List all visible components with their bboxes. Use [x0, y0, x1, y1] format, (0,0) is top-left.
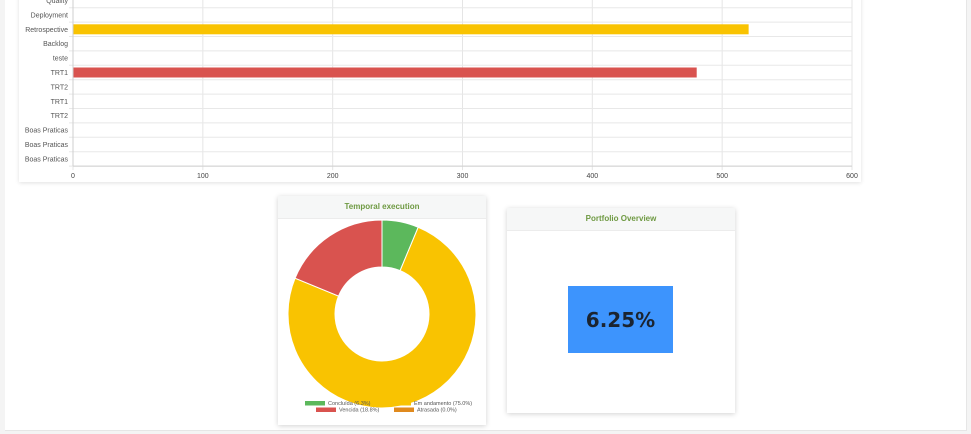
bar[interactable]	[73, 24, 749, 35]
x-tick-label: 100	[197, 173, 209, 180]
x-tick-label: 500	[716, 173, 728, 180]
category-label: TRT2	[51, 113, 68, 120]
category-label: Boas Praticas	[25, 142, 69, 149]
bar[interactable]	[73, 67, 697, 78]
category-label: Backlog	[43, 41, 68, 48]
bar-chart-card: 0 100 200 300 400 500 600 Quality Deployment Retr…	[19, 0, 861, 182]
category-label: TRT1	[51, 70, 68, 77]
portfolio-overview-title: Portfolio Overview	[507, 208, 735, 231]
category-label: Retrospective	[25, 27, 68, 34]
portfolio-overview-value: 6.25%	[568, 286, 673, 353]
category-label: Quality	[46, 0, 68, 5]
legend-swatch	[316, 407, 336, 412]
x-tick-label: 200	[327, 173, 339, 180]
donut-chart: Concluída (6.3%) Em andamento (75.0%) Venc…	[287, 219, 477, 414]
temporal-execution-title: Temporal execution	[278, 196, 486, 219]
legend-swatch	[305, 401, 325, 406]
bar-chart: 0 100 200 300 400 500 600 Quality Deployment Retr…	[25, 0, 858, 180]
category-label: teste	[53, 56, 68, 63]
x-tick-label: 300	[457, 173, 469, 180]
category-label: Boas Praticas	[25, 156, 69, 163]
legend-label: Concluída (6.3%)	[328, 401, 371, 407]
category-label: Boas Praticas	[25, 128, 69, 135]
temporal-execution-panel: Temporal execution Concluída (6.3%) Em an…	[278, 196, 486, 425]
legend-swatch	[394, 407, 414, 412]
x-tick-label: 400	[586, 173, 598, 180]
legend-label: Atrasada (0.0%)	[417, 408, 457, 414]
x-tick-label: 600	[846, 173, 858, 180]
legend-label: Vencida (18.8%)	[339, 408, 380, 414]
donut-slice[interactable]	[287, 226, 477, 409]
donut-slice[interactable]	[294, 219, 383, 297]
category-label: TRT1	[51, 99, 68, 106]
category-label: TRT2	[51, 84, 68, 91]
category-label: Deployment	[31, 12, 68, 19]
legend-label: Em andamento (75.0%)	[414, 401, 472, 407]
x-tick-label: 0	[71, 173, 75, 180]
dashboard-page: 0 100 200 300 400 500 600 Quality Deployment Retr…	[5, 0, 967, 431]
legend-swatch	[391, 401, 411, 406]
portfolio-overview-panel: Portfolio Overview 6.25%	[507, 208, 735, 413]
